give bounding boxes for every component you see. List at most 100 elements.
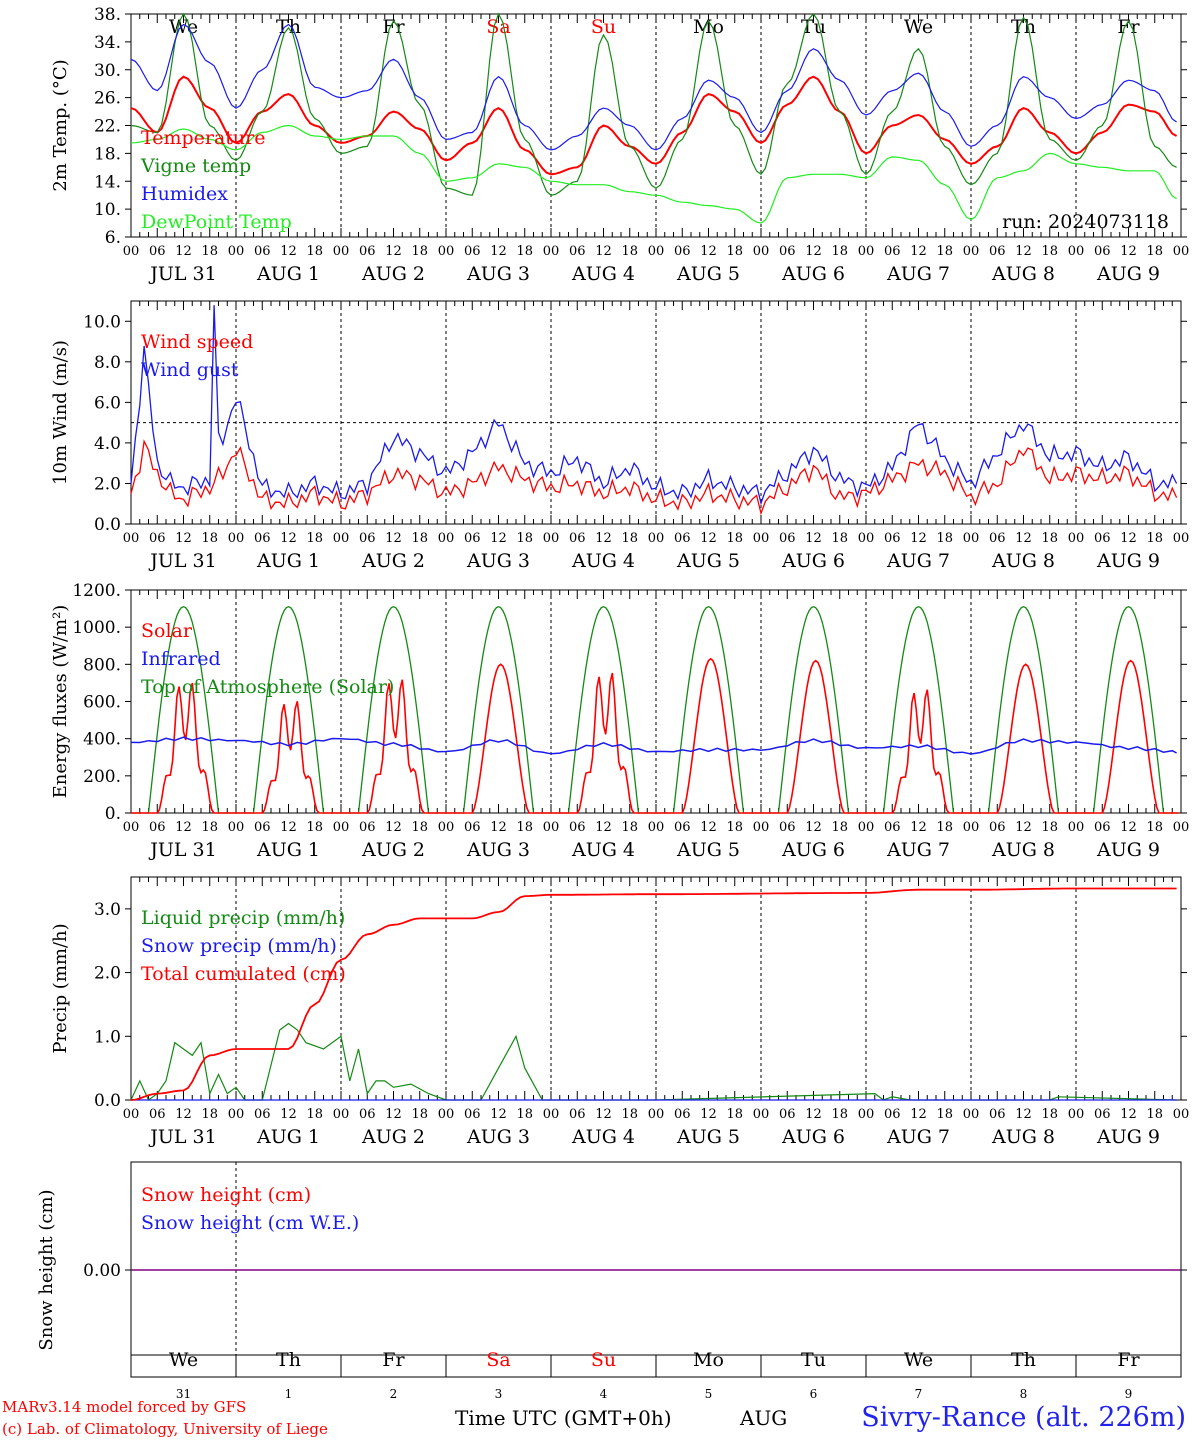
x-tick-label: 06 bbox=[569, 820, 586, 835]
day-number: 3 bbox=[495, 1387, 503, 1400]
weekday-label: Su bbox=[591, 16, 616, 38]
legend-green: Top of Atmosphere (Solar) bbox=[141, 676, 394, 698]
x-tick-label: 00 bbox=[438, 244, 455, 259]
x-tick-label: 18 bbox=[1146, 820, 1163, 835]
weekday-label: Mo bbox=[693, 16, 724, 38]
x-tick-label: 18 bbox=[726, 820, 743, 835]
date-label: AUG 2 bbox=[361, 839, 425, 861]
x-tick-label: 18 bbox=[1041, 820, 1058, 835]
x-tick-label: 18 bbox=[621, 244, 638, 259]
x-tick-label: 00 bbox=[333, 531, 350, 546]
legend-green: Liquid precip (mm/h) bbox=[141, 907, 345, 929]
x-tick-label: 06 bbox=[1094, 820, 1111, 835]
date-label: AUG 4 bbox=[571, 550, 635, 572]
legend-red: Temperature bbox=[141, 127, 265, 149]
x-tick-label: 12 bbox=[910, 531, 927, 546]
x-tick-label: 12 bbox=[805, 531, 822, 546]
x-tick-label: 18 bbox=[201, 244, 218, 259]
x-tick-label: 06 bbox=[254, 244, 271, 259]
y-tick-label: 3.0 bbox=[94, 900, 121, 920]
x-tick-label: 06 bbox=[359, 820, 376, 835]
y-axis-label: Energy fluxes (W/m²) bbox=[50, 605, 71, 799]
weekday-label: Fr bbox=[1117, 1349, 1140, 1371]
x-tick-label: 12 bbox=[385, 244, 402, 259]
x-tick-label: 12 bbox=[1120, 1107, 1137, 1122]
x-tick-label: 00 bbox=[648, 820, 665, 835]
y-tick-label: 30. bbox=[94, 61, 121, 81]
date-label: AUG 9 bbox=[1096, 1126, 1160, 1148]
date-label: AUG 3 bbox=[466, 839, 530, 861]
date-label: AUG 4 bbox=[571, 839, 635, 861]
y-axis-label: Precip (mm/h) bbox=[50, 923, 71, 1053]
x-tick-label: 06 bbox=[779, 531, 796, 546]
date-label: AUG 5 bbox=[676, 1126, 740, 1148]
x-tick-label: 00 bbox=[1068, 1107, 1085, 1122]
x-tick-label: 00 bbox=[438, 531, 455, 546]
x-tick-label: 12 bbox=[385, 531, 402, 546]
y-tick-label: 200. bbox=[83, 767, 121, 787]
series-infrared-line bbox=[130, 736, 1177, 755]
legend-red: Wind speed bbox=[141, 331, 253, 353]
series-green-line bbox=[130, 1022, 1177, 1101]
x-tick-label: 18 bbox=[621, 820, 638, 835]
day-number: 1 bbox=[285, 1387, 293, 1400]
x-tick-label: 06 bbox=[149, 1107, 166, 1122]
x-tick-label: 18 bbox=[831, 820, 848, 835]
x-tick-label: 06 bbox=[254, 531, 271, 546]
date-label: AUG 9 bbox=[1096, 550, 1160, 572]
x-tick-label: 18 bbox=[726, 244, 743, 259]
x-tick-label: 18 bbox=[1146, 531, 1163, 546]
x-tick-label: 06 bbox=[674, 820, 691, 835]
x-tick-label: 12 bbox=[280, 820, 297, 835]
date-label: AUG 1 bbox=[256, 550, 320, 572]
y-axis-label: 2m Temp. (°C) bbox=[50, 59, 71, 191]
day-number: 8 bbox=[1020, 1387, 1028, 1400]
date-label: AUG 1 bbox=[256, 263, 320, 285]
x-tick-label: 18 bbox=[516, 531, 533, 546]
x-tick-label: 12 bbox=[595, 244, 612, 259]
x-tick-label: 06 bbox=[359, 244, 376, 259]
x-tick-label: 00 bbox=[963, 531, 980, 546]
date-label: AUG 5 bbox=[676, 839, 740, 861]
run-annotation: run: 2024073118 bbox=[1002, 211, 1169, 233]
x-tick-label: 18 bbox=[306, 244, 323, 259]
x-tick-label: 18 bbox=[726, 1107, 743, 1122]
legend-red: Solar bbox=[141, 620, 193, 642]
legend-blue: Snow height (cm W.E.) bbox=[141, 1212, 359, 1234]
weekday-label: Su bbox=[591, 1349, 616, 1371]
x-tick-label: 00 bbox=[438, 1107, 455, 1122]
x-tick-label: 12 bbox=[175, 531, 192, 546]
series-red-line bbox=[130, 439, 1178, 516]
date-label: AUG 3 bbox=[466, 550, 530, 572]
x-tick-label: 06 bbox=[779, 820, 796, 835]
y-tick-label: 0. bbox=[105, 804, 121, 824]
weekday-label: Mo bbox=[693, 1349, 724, 1371]
date-label: AUG 6 bbox=[781, 550, 845, 572]
x-tick-label: 12 bbox=[490, 244, 507, 259]
x-tick-label: 18 bbox=[1041, 244, 1058, 259]
x-tick-label: 12 bbox=[490, 1107, 507, 1122]
x-tick-label: 00 bbox=[858, 820, 875, 835]
date-label: AUG 6 bbox=[781, 1126, 845, 1148]
x-tick-label: 00 bbox=[438, 820, 455, 835]
x-tick-label: 00 bbox=[753, 244, 770, 259]
x-tick-label: 00 bbox=[1068, 244, 1085, 259]
date-label: AUG 8 bbox=[991, 263, 1055, 285]
x-tick-label: 06 bbox=[989, 1107, 1006, 1122]
x-tick-label: 00 bbox=[1068, 820, 1085, 835]
x-tick-label: 18 bbox=[306, 1107, 323, 1122]
y-tick-label: 14. bbox=[94, 172, 121, 192]
x-tick-label: 06 bbox=[149, 244, 166, 259]
x-tick-label: 00 bbox=[228, 531, 245, 546]
x-tick-label: 12 bbox=[700, 531, 717, 546]
y-tick-label: 0.0 bbox=[94, 1091, 121, 1111]
date-label: AUG 3 bbox=[466, 1126, 530, 1148]
date-label: AUG 7 bbox=[886, 550, 950, 572]
date-label: AUG 2 bbox=[361, 550, 425, 572]
x-tick-label: 18 bbox=[201, 820, 218, 835]
x-tick-label: 18 bbox=[621, 1107, 638, 1122]
date-label: JUL 31 bbox=[148, 839, 216, 861]
y-tick-label: 2.0 bbox=[94, 474, 121, 494]
x-tick-label: 00 bbox=[123, 1107, 140, 1122]
x-tick-label: 06 bbox=[464, 1107, 481, 1122]
